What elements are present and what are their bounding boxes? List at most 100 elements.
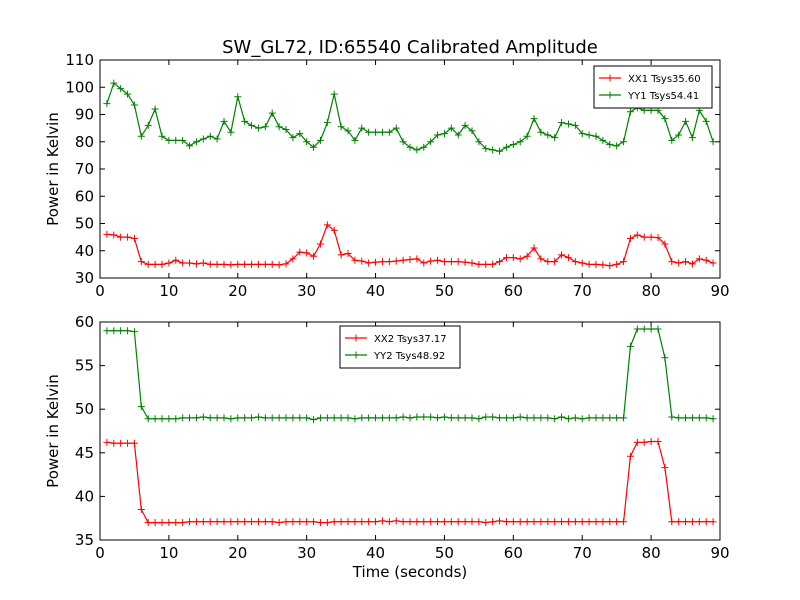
bottom-data-point bbox=[399, 413, 407, 421]
bottom-data-point bbox=[186, 414, 194, 422]
bottom-data-point bbox=[110, 327, 118, 335]
top-data-point bbox=[530, 244, 538, 252]
bottom-data-point bbox=[440, 413, 448, 421]
bottom-data-point bbox=[282, 414, 290, 422]
bottom-data-point bbox=[537, 414, 545, 422]
bottom-x-tick-label: 70 bbox=[573, 544, 592, 562]
top-x-tick-label: 10 bbox=[159, 282, 178, 300]
bottom-panel: 0 10 20 30 40 50 60 70 80 90 35 40 45 50 55 60 Power in… bbox=[44, 313, 730, 581]
bottom-x-tick-label: 10 bbox=[159, 544, 178, 562]
top-data-point bbox=[571, 121, 579, 129]
bottom-data-point bbox=[296, 518, 304, 526]
bottom-data-point bbox=[571, 518, 579, 526]
bottom-data-point bbox=[447, 518, 455, 526]
bottom-data-point bbox=[158, 415, 166, 423]
bottom-data-point bbox=[248, 414, 256, 422]
bottom-data-point bbox=[199, 518, 207, 526]
top-data-point bbox=[682, 117, 690, 125]
top-data-point bbox=[144, 260, 152, 268]
top-data-point bbox=[578, 259, 586, 267]
bottom-data-point bbox=[241, 414, 249, 422]
bottom-data-point bbox=[544, 518, 552, 526]
bottom-data-point bbox=[337, 414, 345, 422]
top-data-point bbox=[475, 260, 483, 268]
bottom-data-point bbox=[110, 439, 118, 447]
bottom-data-point bbox=[165, 415, 173, 423]
top-data-point bbox=[461, 258, 469, 266]
bottom-data-point bbox=[420, 518, 428, 526]
x-axis-label: Time (seconds) bbox=[352, 563, 468, 581]
top-data-point bbox=[530, 115, 538, 123]
bottom-data-point bbox=[654, 437, 662, 445]
top-data-point bbox=[144, 121, 152, 129]
top-data-point bbox=[392, 257, 400, 265]
bottom-data-point bbox=[254, 518, 262, 526]
bottom-data-point bbox=[675, 518, 683, 526]
bottom-data-point bbox=[661, 354, 669, 362]
bottom-data-point bbox=[413, 413, 421, 421]
bottom-data-point bbox=[117, 327, 125, 335]
top-data-point bbox=[358, 124, 366, 132]
bottom-data-point bbox=[268, 518, 276, 526]
bottom-data-point bbox=[530, 518, 538, 526]
bottom-data-point bbox=[585, 414, 593, 422]
top-ticks: 0 10 20 30 40 50 60 70 80 90 30 40 50 60 70 80 90 100 110 bbox=[65, 51, 729, 300]
top-data-point bbox=[688, 134, 696, 142]
top-data-point bbox=[702, 117, 710, 125]
bottom-data-point bbox=[165, 519, 173, 527]
bottom-data-point bbox=[578, 415, 586, 423]
top-data-point bbox=[661, 115, 669, 123]
top-data-point bbox=[447, 124, 455, 132]
top-data-point bbox=[365, 128, 373, 136]
top-data-point bbox=[454, 258, 462, 266]
bottom-data-point bbox=[372, 518, 380, 526]
top-data-point bbox=[344, 249, 352, 257]
bottom-x-tick-label: 20 bbox=[228, 544, 247, 562]
top-data-point bbox=[241, 260, 249, 268]
bottom-data-point bbox=[564, 415, 572, 423]
bottom-data-point bbox=[544, 414, 552, 422]
bottom-data-point bbox=[241, 518, 249, 526]
bottom-data-point bbox=[496, 517, 504, 525]
bottom-y-tick-label: 50 bbox=[75, 400, 94, 418]
bottom-legend: XX2 Tsys37.17 YY2 Tsys48.92 bbox=[339, 325, 461, 369]
top-data-point bbox=[186, 142, 194, 150]
bottom-data-point bbox=[130, 328, 138, 336]
bottom-data-point bbox=[564, 518, 572, 526]
top-data-point bbox=[227, 261, 235, 269]
top-legend-box bbox=[593, 65, 713, 109]
top-data-point bbox=[447, 258, 455, 266]
top-data-point bbox=[509, 140, 517, 148]
bottom-data-point bbox=[537, 518, 545, 526]
bottom-data-point bbox=[130, 439, 138, 447]
top-data-point bbox=[406, 255, 414, 263]
bottom-data-point bbox=[316, 414, 324, 422]
bottom-data-point bbox=[647, 325, 655, 333]
bottom-data-point bbox=[654, 325, 662, 333]
top-data-point bbox=[378, 128, 386, 136]
bottom-y-axis-label: Power in Kelvin bbox=[44, 374, 62, 488]
top-data-point bbox=[137, 132, 145, 140]
top-data-point bbox=[502, 143, 510, 151]
top-data-point bbox=[682, 258, 690, 266]
bottom-data-point bbox=[399, 518, 407, 526]
bottom-data-point bbox=[606, 414, 614, 422]
top-x-tick-label: 20 bbox=[228, 282, 247, 300]
top-data-point bbox=[537, 255, 545, 263]
bottom-data-point bbox=[330, 518, 338, 526]
top-data-point bbox=[509, 254, 517, 262]
bottom-y-tick-label: 35 bbox=[75, 531, 94, 549]
bottom-data-point bbox=[199, 413, 207, 421]
top-data-point bbox=[385, 258, 393, 266]
bottom-data-point bbox=[385, 414, 393, 422]
bottom-plot-frame bbox=[99, 321, 721, 541]
top-data-point bbox=[613, 260, 621, 268]
bottom-data-point bbox=[289, 518, 297, 526]
bottom-data-point bbox=[661, 464, 669, 472]
bottom-data-point bbox=[688, 518, 696, 526]
top-data-point bbox=[365, 259, 373, 267]
bottom-data-point bbox=[461, 518, 469, 526]
top-data-point bbox=[551, 134, 559, 142]
top-legend-marker bbox=[606, 74, 614, 82]
bottom-y-tick-label: 45 bbox=[75, 444, 94, 462]
